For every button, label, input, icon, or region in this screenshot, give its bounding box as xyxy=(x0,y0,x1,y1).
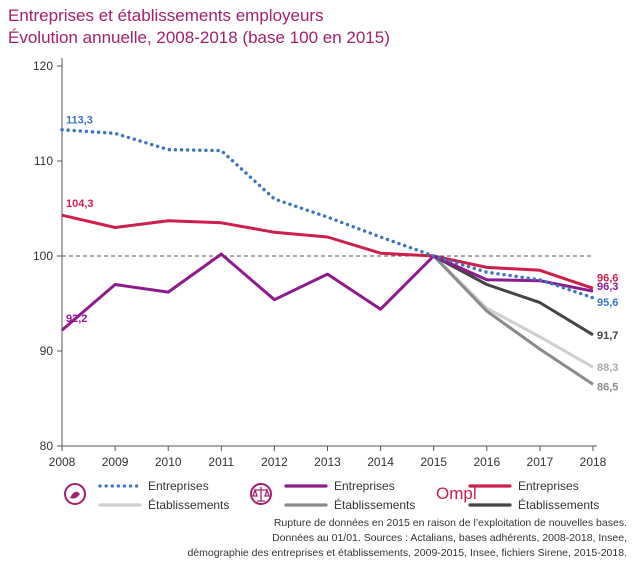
data-label: 88,3 xyxy=(597,362,618,374)
actalians-logo-icon-mark xyxy=(70,491,80,499)
legend-label: Établissements xyxy=(518,497,599,512)
x-tick-label: 2011 xyxy=(208,455,234,469)
legend-label: Établissements xyxy=(148,497,229,512)
series-line-ordre-etablissements xyxy=(432,254,594,386)
series-line-ompl-entreprises xyxy=(61,213,594,290)
legend-label: Entreprises xyxy=(518,479,579,493)
data-label: 95,6 xyxy=(597,297,618,309)
x-tick-label: 2012 xyxy=(261,455,288,469)
x-tick-label: 2018 xyxy=(580,455,607,469)
data-label: 96,6 xyxy=(597,272,618,284)
data-label: 91,7 xyxy=(597,330,618,342)
series-line-actalians-entreprises xyxy=(60,127,595,300)
chart-subtitle: Évolution annuelle, 2008-2018 (base 100 … xyxy=(8,28,390,47)
x-tick-label: 2016 xyxy=(473,455,500,469)
y-tick-label: 120 xyxy=(33,59,53,73)
x-tick-label: 2015 xyxy=(420,455,447,469)
data-label: 113,3 xyxy=(66,115,93,127)
x-tick-label: 2010 xyxy=(155,455,182,469)
data-label: 104,3 xyxy=(66,198,94,210)
series-line-ordre-entreprises xyxy=(61,252,594,332)
series-line-ompl-etablissements xyxy=(432,254,594,337)
source-note-1: Rupture de données en 2015 en raison de … xyxy=(273,517,627,529)
x-tick-label: 2017 xyxy=(527,455,554,469)
x-tick-label: 2008 xyxy=(49,455,76,469)
series-line-actalians-etablissements xyxy=(432,254,594,369)
x-tick-label: 2014 xyxy=(367,455,394,469)
legend-label: Entreprises xyxy=(148,479,209,493)
chart-title: Entreprises et établissements employeurs xyxy=(8,6,324,25)
legend-label: Entreprises xyxy=(334,479,395,493)
y-tick-label: 110 xyxy=(34,154,53,168)
legend-label: Établissements xyxy=(334,497,415,512)
data-label: 96,3 xyxy=(597,281,618,293)
data-label: 86,5 xyxy=(597,381,618,393)
x-tick-label: 2013 xyxy=(314,455,341,469)
data-label: 92,2 xyxy=(66,313,87,325)
source-note-2: Données au 01/01. Sources : Actalians, b… xyxy=(272,532,627,544)
x-tick-label: 2009 xyxy=(102,455,129,469)
balance-scale-icon-mark xyxy=(252,487,270,502)
ompl-logo: Ompl xyxy=(436,484,477,503)
y-tick-label: 100 xyxy=(33,249,53,263)
source-note-3: démographie des entreprises et établisse… xyxy=(187,547,627,559)
y-tick-label: 80 xyxy=(40,439,54,453)
y-tick-label: 90 xyxy=(40,344,54,358)
